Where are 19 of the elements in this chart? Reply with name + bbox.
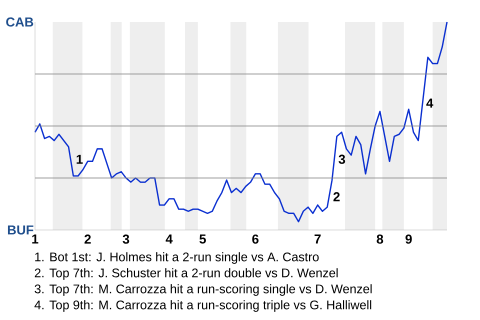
text: 2. Top 7th: J. Schuster hit a 2-run double vs D. Wenzel — [34, 268, 338, 280]
annotation: 4 — [426, 98, 434, 108]
x-tick-label: 1 — [32, 234, 38, 244]
annotation: 2 — [333, 192, 340, 202]
text: BUF — [8, 225, 34, 235]
text: 4. Top 9th: M. Carrozza hit a run-scoring triple vs G. Halliwell — [34, 300, 372, 312]
x-tick-label: 5 — [199, 234, 206, 244]
x-tick-label: 3 — [122, 234, 130, 244]
annotation: 3 — [338, 154, 346, 164]
x-tick-label: 9 — [406, 234, 412, 244]
text: CAB — [6, 17, 34, 27]
x-tick-label: 6 — [252, 234, 259, 244]
text: 3. Top 7th: M. Carrozza hit a run-scoring single vs D. Wenzel — [34, 284, 372, 296]
x-tick-label: 4 — [166, 234, 173, 244]
annotation: 1 — [76, 154, 83, 164]
text: 1. Bot 1st: J. Holmes hit a 2-run single vs A. Castro — [35, 252, 319, 264]
x-tick-label: 7 — [314, 234, 321, 244]
x-tick-label: 2 — [84, 234, 91, 244]
x-tick-label: 8 — [376, 234, 384, 244]
